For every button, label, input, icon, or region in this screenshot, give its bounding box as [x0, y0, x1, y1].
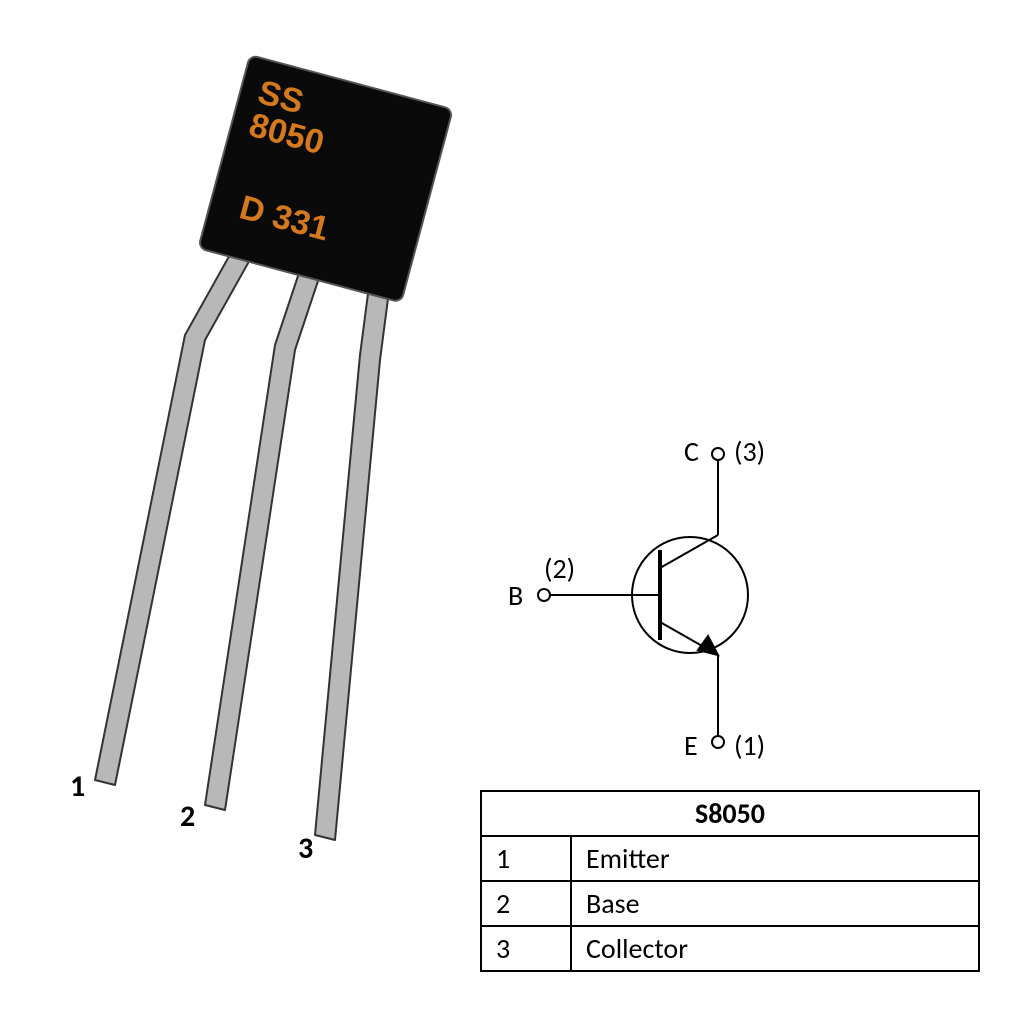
collector-diag [660, 535, 718, 568]
pin-cell-name: Base [571, 881, 979, 926]
pin-number-3: 3 [298, 830, 313, 867]
emitter-terminal [712, 736, 724, 748]
base-num: (2) [544, 551, 575, 586]
lead-2 [205, 225, 335, 810]
emitter-letter: E [684, 728, 698, 763]
schematic-svg [500, 440, 870, 770]
collector-letter: C [684, 434, 699, 469]
collector-terminal [712, 448, 724, 460]
pin-cell-name: Emitter [571, 836, 979, 881]
lead-1 [95, 210, 275, 785]
pin-cell-num: 1 [481, 836, 571, 881]
schematic-symbol: C (3) B (2) E (1) [500, 440, 870, 770]
base-terminal [538, 589, 550, 601]
table-row: 1 Emitter [481, 836, 979, 881]
diagram-canvas: SS 8050 D 331 1 2 3 [0, 0, 1024, 1024]
table-row: 3 Collector [481, 926, 979, 971]
table-row: 2 Base [481, 881, 979, 926]
transistor-package: SS 8050 D 331 1 2 3 [80, 40, 500, 860]
pin-number-1: 1 [70, 768, 85, 805]
emitter-num: (1) [734, 728, 765, 763]
base-letter: B [508, 578, 523, 613]
pin-cell-num: 3 [481, 926, 571, 971]
collector-num: (3) [734, 434, 765, 469]
pin-cell-num: 2 [481, 881, 571, 926]
lead-3 [315, 240, 395, 840]
pin-cell-name: Collector [571, 926, 979, 971]
table-title: S8050 [481, 791, 979, 836]
pin-number-2: 2 [180, 798, 195, 835]
package-svg: SS 8050 D 331 [80, 40, 500, 860]
table-header-row: S8050 [481, 791, 979, 836]
pinout-table: S8050 1 Emitter 2 Base 3 Collector [480, 790, 980, 972]
